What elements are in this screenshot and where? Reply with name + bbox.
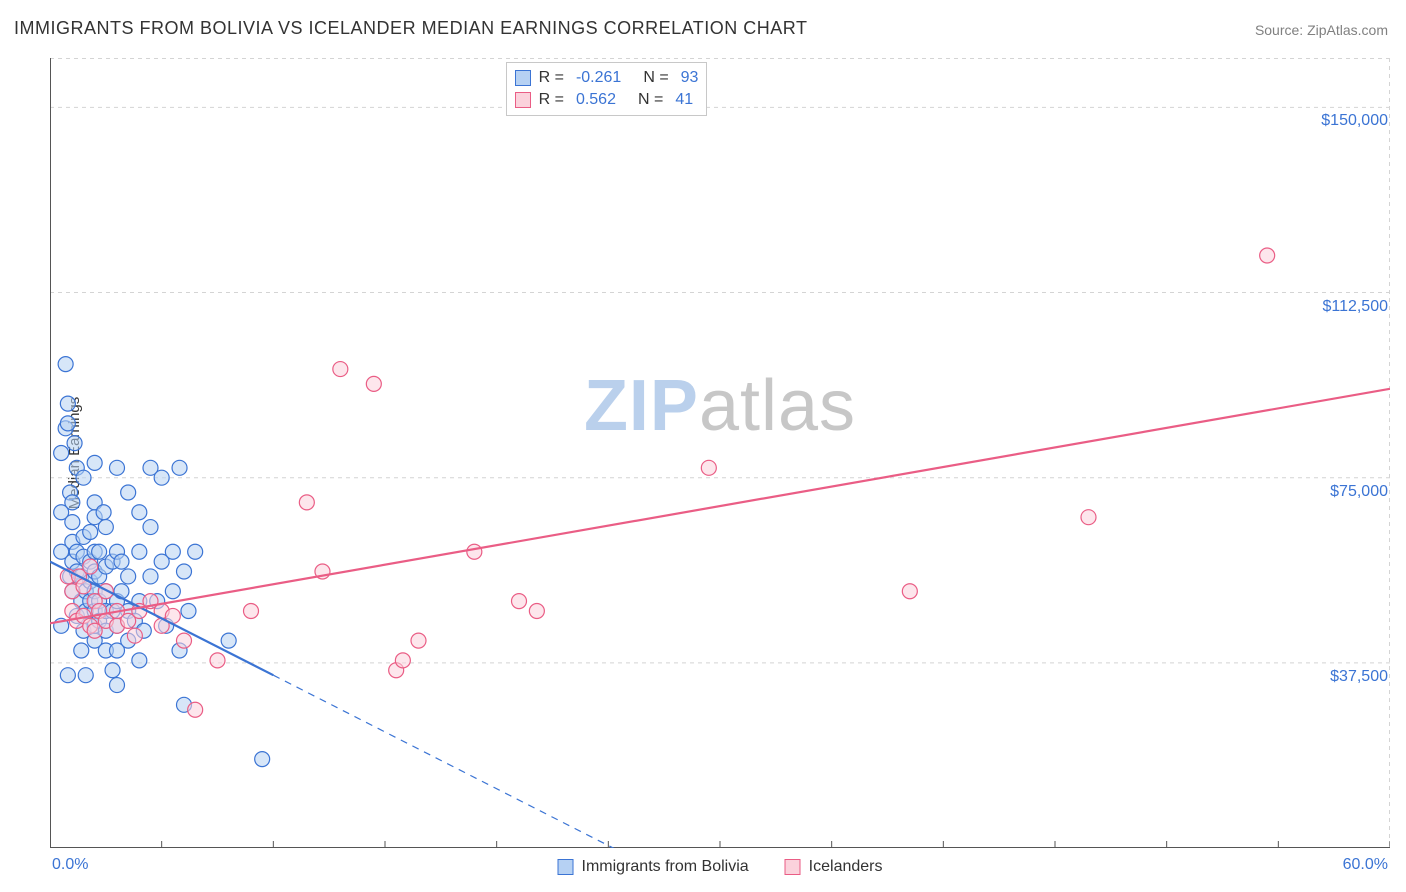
legend-swatch <box>515 92 531 108</box>
scatter-plot <box>50 58 1390 848</box>
legend-r-label: R = <box>539 67 564 89</box>
y-tick-label: $37,500 <box>1330 668 1388 686</box>
legend-series-label: Immigrants from Bolivia <box>582 858 749 876</box>
source-name: ZipAtlas.com <box>1307 22 1388 38</box>
chart-area: Median Earnings ZIPatlas R =-0.261N =93R… <box>50 58 1390 848</box>
legend-swatch <box>785 859 801 875</box>
legend-r-value: -0.261 <box>576 67 621 89</box>
legend-series: Immigrants from Bolivia Icelanders <box>558 858 883 876</box>
legend-swatch <box>558 859 574 875</box>
legend-swatch <box>515 70 531 86</box>
legend-n-label: N = <box>638 89 663 111</box>
page-title: IMMIGRANTS FROM BOLIVIA VS ICELANDER MED… <box>14 18 807 39</box>
y-tick-label: $150,000 <box>1321 112 1388 130</box>
legend-series-label: Icelanders <box>809 858 883 876</box>
source-prefix: Source: <box>1255 22 1307 38</box>
legend-r-value: 0.562 <box>576 89 616 111</box>
legend-n-label: N = <box>643 67 668 89</box>
legend-n-value: 93 <box>681 67 699 89</box>
legend-series-item: Icelanders <box>785 858 883 876</box>
y-tick-label: $112,500 <box>1322 298 1388 316</box>
x-axis-min-label: 0.0% <box>52 856 88 874</box>
x-axis-max-label: 60.0% <box>1343 856 1388 874</box>
y-tick-label: $75,000 <box>1330 483 1388 501</box>
legend-series-item: Immigrants from Bolivia <box>558 858 749 876</box>
legend-correlation-box: R = -0.261 N = 93 R = 0.562 N = 41 <box>506 62 708 116</box>
legend-n-value: 41 <box>675 89 693 111</box>
legend-correlation-row: R = -0.261 N = 93 <box>515 67 699 89</box>
legend-r-label: R = <box>539 89 564 111</box>
source-credit: Source: ZipAtlas.com <box>1255 22 1388 38</box>
legend-correlation-row: R = 0.562 N = 41 <box>515 89 699 111</box>
